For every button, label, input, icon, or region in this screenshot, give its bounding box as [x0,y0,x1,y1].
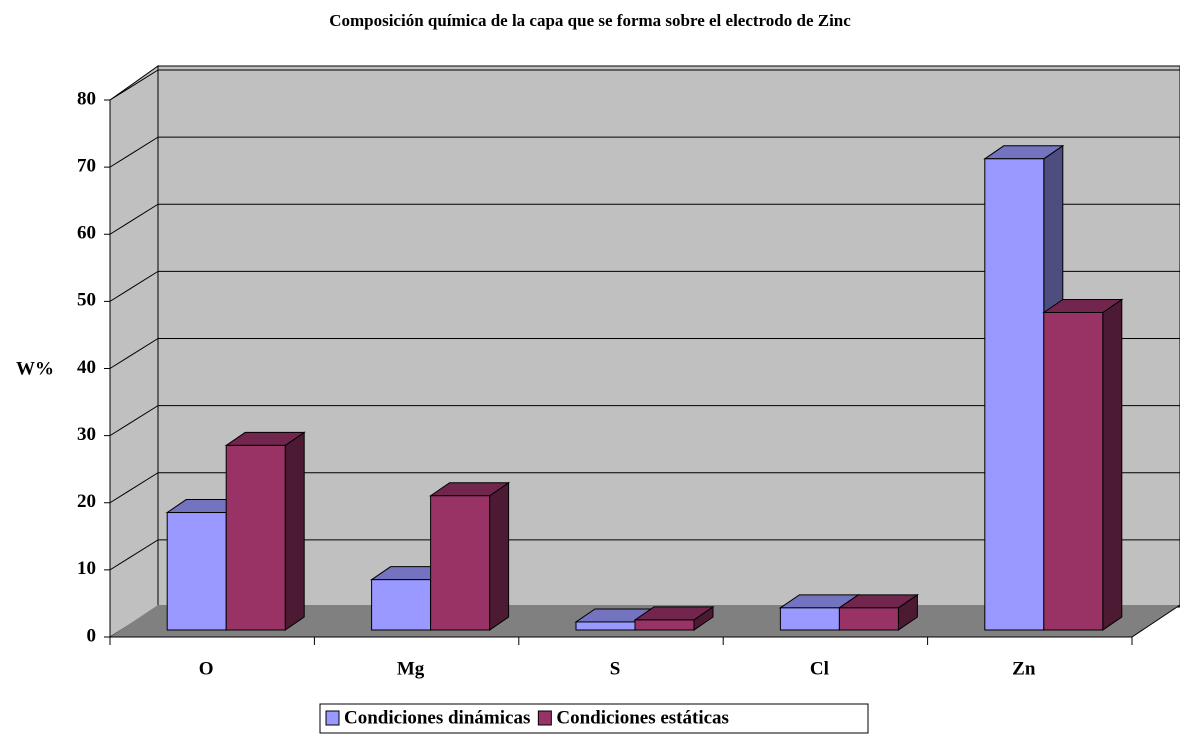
floor-edge [1131,604,1180,638]
legend [319,703,869,734]
x-tick-label: Cl [810,658,829,679]
bar [225,444,286,631]
y-tick-label: 10 [77,558,96,579]
y-tick-label: 50 [77,290,96,311]
y-tick-label: 0 [87,625,97,646]
x-tick-label: Zn [1012,658,1036,679]
bar [779,607,840,631]
y-tick-label: 40 [77,357,96,378]
grid-line [109,405,159,437]
legend-label: Condiciones dinámicas [344,707,530,728]
y-tick-label: 80 [77,88,96,109]
bar [166,512,227,631]
grid-line [109,338,159,369]
bar-side [489,481,510,631]
y-tick-label: 20 [77,491,96,512]
bar-side [284,431,305,631]
bar [634,619,695,631]
y-tick-label: 70 [77,155,96,176]
legend-swatch [325,710,340,726]
bar-side [1102,298,1123,631]
bar [1043,311,1104,631]
grid-line [109,539,159,571]
bar [371,579,432,631]
bar [984,158,1045,631]
y-axis-label: W% [16,358,54,379]
y-tick-label: 30 [77,424,96,445]
bars [165,144,1124,631]
grid-line [109,136,159,168]
x-tick-label: S [610,658,621,679]
y-tick-label: 60 [77,223,96,244]
bar [838,607,899,631]
x-tick-label: Mg [397,658,425,679]
x-tick-label: O [199,658,214,679]
legend-swatch [537,710,552,726]
grid-line [109,270,159,302]
bar [575,621,636,631]
chart-title: Composición química de la capa que se fo… [329,11,851,30]
back-wall [157,65,1180,608]
grid-line [109,69,159,101]
legend-label: Condiciones estáticas [556,707,729,728]
grid-line [109,203,159,235]
bar [430,495,491,631]
grid-line [109,472,159,504]
